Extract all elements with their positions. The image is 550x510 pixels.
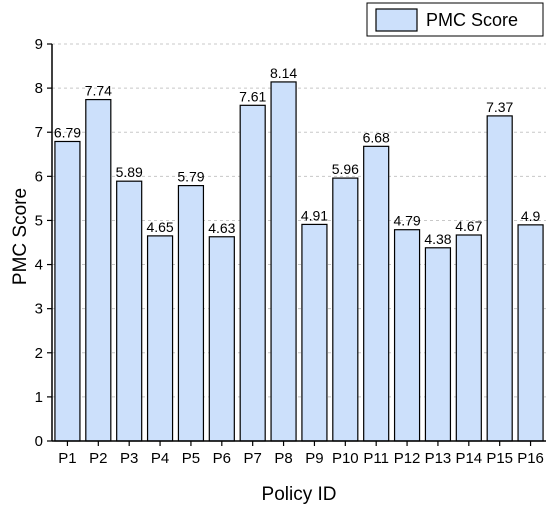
x-tick-label-p13: P13 xyxy=(425,450,452,467)
legend-swatch xyxy=(375,8,418,32)
x-tick-label-p11: P11 xyxy=(363,450,389,467)
x-tick-label-p9: P9 xyxy=(305,450,323,467)
bar-p13 xyxy=(424,247,452,442)
gridlines xyxy=(52,43,546,398)
data-label-p16: 4.9 xyxy=(521,208,541,224)
data-label-p7: 7.61 xyxy=(239,88,266,104)
axes xyxy=(51,44,546,442)
bar-p6 xyxy=(208,236,235,442)
data-label-p3: 5.89 xyxy=(116,164,143,180)
data-labels: 6.79 7.74 5.89 4.65 5.79 4.63 7.618.14 4.91 5.96… xyxy=(54,65,541,247)
data-label-p14: 4.67 xyxy=(455,218,482,234)
y-tick-label: 2 xyxy=(35,345,43,362)
bar-p11 xyxy=(363,145,390,442)
bar-p7 xyxy=(239,104,266,442)
data-label-p5: 5.79 xyxy=(177,169,204,185)
bar-p16 xyxy=(517,224,544,442)
y-tick-label: 0 xyxy=(35,433,43,450)
y-tick-label: 8 xyxy=(35,80,43,97)
data-label-p13: 4.38 xyxy=(424,231,451,247)
y-tick-label: 1 xyxy=(35,389,43,406)
x-tick-label-p3: P3 xyxy=(120,450,138,467)
data-label-p2: 7.74 xyxy=(85,83,112,99)
legend-label: PMC Score xyxy=(426,10,518,30)
bar-p8 xyxy=(270,81,297,442)
bar-p1 xyxy=(54,140,81,442)
bar-p14 xyxy=(455,234,482,442)
y-axis-title: PMC Score xyxy=(10,188,31,285)
bar-p9 xyxy=(301,223,328,442)
y-tick-label: 9 xyxy=(35,36,43,53)
x-ticks: P1 P2 P3 P4 P5 P6 P7 P8 P9 P10 P11 P12 P13 P14 P15 P16 xyxy=(58,441,544,467)
data-label-p12: 4.79 xyxy=(393,213,420,229)
x-tick-label-p16: P16 xyxy=(517,450,544,467)
bar-p15 xyxy=(486,115,513,442)
bar-p4 xyxy=(146,235,174,442)
x-tick-label-p15: P15 xyxy=(486,450,513,467)
y-tick-label: 7 xyxy=(35,124,43,141)
x-tick-label-p2: P2 xyxy=(89,450,107,467)
x-tick-label-p4: P4 xyxy=(151,450,169,467)
legend: PMC Score xyxy=(366,2,544,37)
x-tick-label-p7: P7 xyxy=(244,450,262,467)
data-label-p9: 4.91 xyxy=(301,207,328,223)
y-ticks: 0 1 2 3 4 5 6 7 8 9 xyxy=(35,36,52,450)
data-label-p8: 8.14 xyxy=(270,65,297,81)
data-label-p11: 6.68 xyxy=(363,129,390,145)
x-tick-label-p8: P8 xyxy=(274,450,292,467)
x-tick-label-p10: P10 xyxy=(332,450,359,467)
x-tick-label-p1: P1 xyxy=(58,450,76,467)
bar-p5 xyxy=(177,184,205,442)
y-tick-label: 3 xyxy=(35,301,43,318)
bars xyxy=(54,81,544,442)
x-tick-label-p12: P12 xyxy=(394,450,421,467)
bar-p2 xyxy=(85,98,112,442)
data-label-p1: 6.79 xyxy=(54,124,81,140)
data-label-p10: 5.96 xyxy=(332,161,359,177)
x-tick-label-p5: P5 xyxy=(182,450,200,467)
bar-p10 xyxy=(332,177,359,442)
y-tick-label: 6 xyxy=(35,168,43,185)
x-axis-title: Policy ID xyxy=(262,484,337,505)
x-tick-label-p6: P6 xyxy=(213,450,231,467)
x-tick-label-p14: P14 xyxy=(455,450,482,467)
data-label-p4: 4.65 xyxy=(146,219,173,235)
y-tick-label: 5 xyxy=(35,212,43,229)
data-label-p15: 7.37 xyxy=(486,99,513,115)
y-tick-label: 4 xyxy=(35,257,43,274)
data-label-p6: 4.63 xyxy=(208,220,235,236)
bar-p12 xyxy=(393,229,421,442)
bar-p3 xyxy=(116,180,143,442)
